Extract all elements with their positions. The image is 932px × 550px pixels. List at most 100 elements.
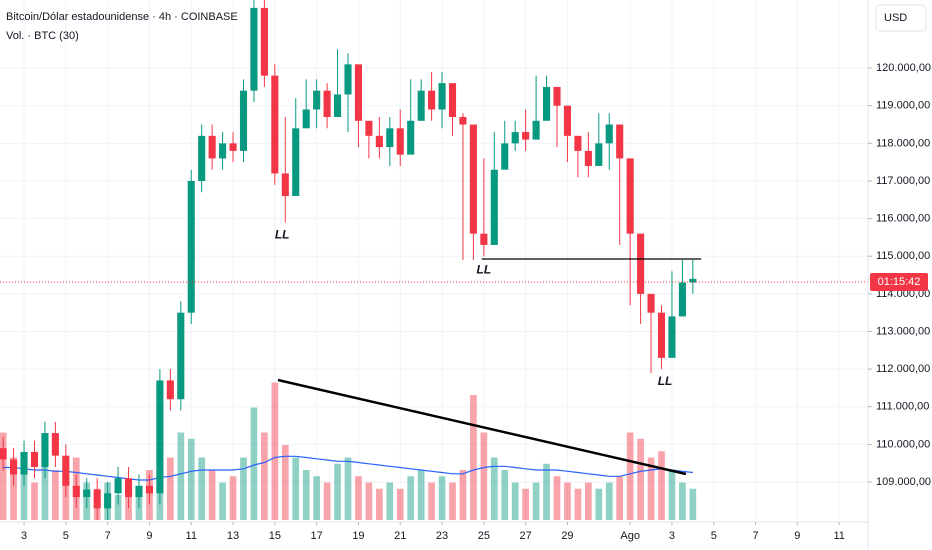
x-tick-label: 27 [520, 530, 532, 542]
volume-bar [271, 382, 279, 520]
candle-body [208, 135, 216, 159]
volume-bar [511, 482, 519, 520]
chart-title: Bitcoin/Dólar estadounidense · 4h · COIN… [6, 11, 238, 23]
volume-bar [543, 463, 550, 520]
volume-bar [480, 432, 488, 520]
x-tick-label: 21 [394, 530, 406, 542]
x-tick-label: 7 [752, 530, 758, 542]
y-tick-label: 117.000,00 [876, 175, 930, 187]
volume-bar [407, 476, 415, 520]
volume-bar [637, 438, 644, 520]
candle-body [501, 143, 509, 170]
candle-body [657, 312, 666, 358]
x-tick-label: 3 [21, 530, 27, 542]
y-tick-label: 116.000,00 [876, 213, 930, 225]
volume-bar [396, 488, 404, 520]
candle-body [365, 120, 373, 136]
x-tick-label: 11 [833, 530, 844, 542]
x-tick-label: 11 [186, 530, 197, 542]
x-tick-label: 15 [269, 530, 281, 542]
candle-body [542, 86, 551, 121]
volume-bar [198, 457, 206, 520]
candle-body [689, 278, 697, 283]
currency-button[interactable] [875, 4, 927, 32]
candle-body [198, 135, 206, 181]
candle-body [396, 128, 404, 155]
candle-body [678, 282, 686, 317]
plot: LL LL LL [0, 0, 868, 520]
candle-body [114, 478, 122, 494]
x-tick-label: Ago [620, 530, 640, 542]
candle-body [323, 90, 331, 118]
volume-bar [0, 432, 7, 520]
candle-body [584, 150, 592, 166]
countdown: 01:15:42 [878, 276, 921, 288]
candle-body [375, 135, 383, 148]
volume-bar [292, 457, 300, 520]
annotation: LL [275, 227, 290, 241]
volume-bar [470, 395, 477, 520]
volume-bar [449, 482, 456, 520]
volume-bar [281, 445, 289, 520]
candle-body [448, 83, 457, 118]
volume-bar [532, 482, 540, 520]
volume-bar [62, 476, 70, 520]
candle-body [93, 489, 101, 509]
volume-bar [376, 488, 383, 520]
volume-bar [522, 488, 529, 520]
y-tick-label: 118.000,00 [876, 137, 930, 149]
volume-bar [417, 470, 425, 520]
volume-bar [31, 482, 38, 520]
y-tick-label: 113.000,00 [876, 325, 930, 337]
candle-body [616, 124, 624, 159]
volume-bar [114, 495, 122, 520]
candle-body [553, 86, 561, 106]
volume-bar [626, 432, 634, 520]
x-tick-label: 29 [561, 530, 573, 542]
candle-body [10, 459, 18, 475]
volume-bar [386, 482, 394, 520]
x-tick-label: 17 [311, 530, 323, 542]
volume-bar [668, 470, 676, 520]
volume-bar [647, 457, 655, 520]
candle-body [647, 293, 655, 313]
volume-bar [323, 482, 331, 520]
volume-bar [229, 476, 237, 520]
candle-body [459, 117, 467, 125]
y-tick-label: 110.000,00 [876, 438, 930, 450]
candle-body [166, 380, 174, 400]
x-tick-label: 25 [478, 530, 490, 542]
candle-body [668, 316, 676, 358]
volume-bar [574, 488, 582, 520]
x-tick-label: 23 [436, 530, 448, 542]
volume-bar [302, 470, 310, 520]
x-tick-label: 13 [227, 530, 239, 542]
volume-bar [219, 482, 226, 520]
candle-body [229, 143, 237, 151]
x-tick-label: 5 [63, 530, 69, 542]
volume-bar [553, 476, 561, 520]
candle-body [302, 109, 310, 129]
candle-body [271, 75, 279, 174]
currency-label[interactable]: USD [884, 12, 907, 24]
volume-bar [355, 476, 362, 520]
candle-body [532, 120, 540, 140]
candle-body [522, 132, 530, 140]
volume-bar [365, 482, 373, 520]
candle-body [72, 485, 80, 498]
candle-body [354, 64, 362, 121]
candle-body [511, 132, 519, 144]
candle-body [250, 7, 258, 91]
volume-bar [585, 482, 592, 520]
volume-bar [689, 488, 697, 520]
candle-body [344, 64, 352, 95]
candle-body [313, 90, 321, 110]
volume-bar [490, 457, 498, 520]
volume-bar [658, 451, 665, 520]
candle-body [104, 493, 112, 509]
candle-body [637, 233, 645, 294]
volume-bar [250, 407, 258, 520]
candle-body [626, 158, 634, 234]
volume-bar [501, 470, 509, 520]
